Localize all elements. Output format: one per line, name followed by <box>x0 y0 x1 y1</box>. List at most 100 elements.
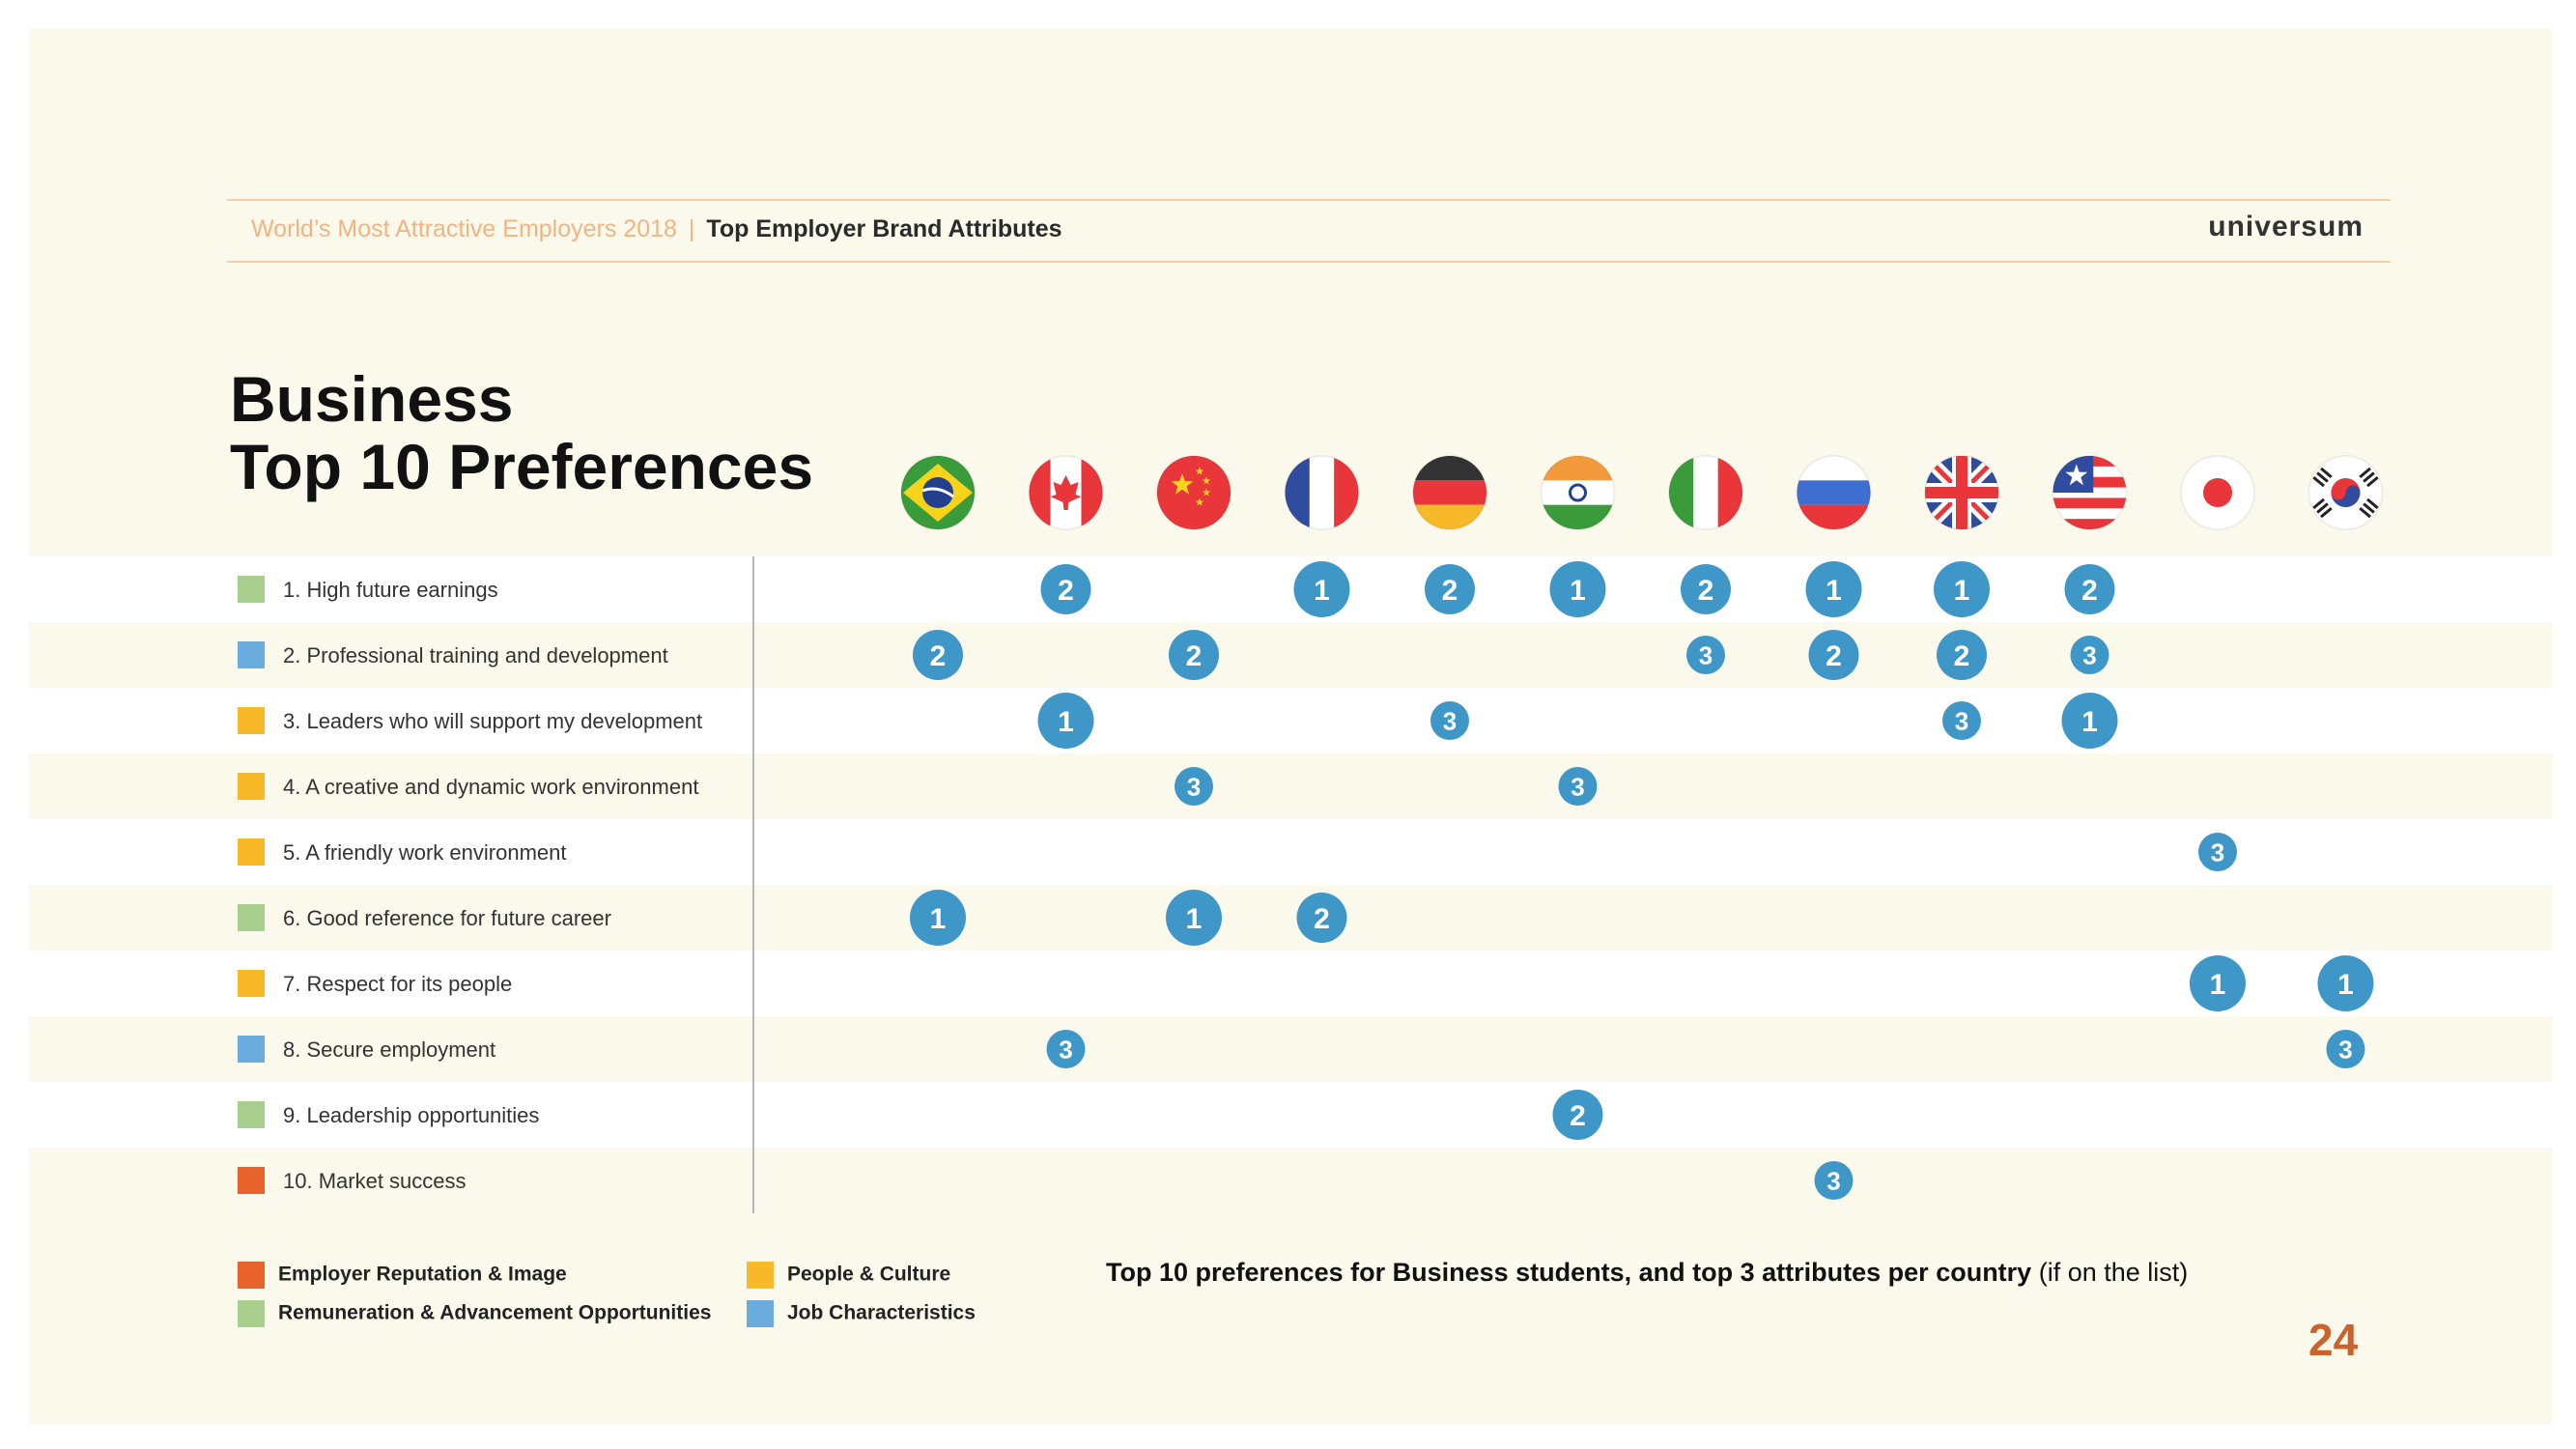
legend-label: Job Characteristics <box>787 1301 976 1324</box>
rank-badge: 3 <box>1175 767 1213 806</box>
header-bar: World’s Most Attractive Employers 2018 | T… <box>251 214 1062 243</box>
row-label: 5. A friendly work environment <box>283 840 566 865</box>
rank-badge: 1 <box>2190 955 2246 1011</box>
header-series: World’s Most Attractive Employers 2018 <box>251 215 677 242</box>
caption-main: Top 10 preferences for Business students… <box>1106 1258 2032 1287</box>
rank-badge: 3 <box>1814 1161 1854 1200</box>
flag-outline <box>1156 455 1231 530</box>
rank-badge: 2 <box>1296 893 1347 943</box>
rank-badge-circle <box>1814 1161 1854 1200</box>
flag-outline <box>1284 455 1360 530</box>
row-label: 8. Secure employment <box>283 1037 495 1062</box>
italy-flag <box>1669 456 1742 529</box>
legend-swatch <box>238 1300 265 1327</box>
category-swatch <box>238 641 265 668</box>
rank-badge-circle <box>1937 630 1987 680</box>
legend-label: Employer Reputation & Image <box>278 1263 567 1286</box>
header-topic: Top Employer Brand Attributes <box>706 215 1062 242</box>
brand-logo: universum <box>2208 211 2364 242</box>
rank-badge-text: 2 <box>2081 575 2098 607</box>
caption-note: (if on the list) <box>2031 1258 2189 1287</box>
rank-badge-text: 3 <box>2082 640 2096 669</box>
category-swatch <box>238 904 265 931</box>
rank-badge-text: 1 <box>1954 575 1970 607</box>
rank-badge-circle <box>1175 767 1213 806</box>
rank-badge-circle <box>1558 767 1598 806</box>
rank-badge-circle <box>2198 833 2237 871</box>
row-labels: 1. High future earnings 2. Professional t… <box>238 576 702 1194</box>
germany-flag <box>1413 456 1486 529</box>
rank-badge-circle <box>1549 561 1606 617</box>
rank-badge-circle <box>1805 561 1862 617</box>
rank-badge: 2 <box>1808 630 1859 680</box>
rank-badge-circle <box>2064 564 2115 614</box>
china-flag <box>1157 456 1231 529</box>
row-band <box>29 688 2552 753</box>
country-flags <box>900 455 2384 530</box>
rank-badge-circle <box>1293 561 1350 617</box>
category-swatch <box>238 1167 265 1194</box>
rank-badge-circle <box>1040 564 1091 614</box>
rank-badge: 2 <box>913 630 963 680</box>
rank-badge: 1 <box>1166 890 1222 946</box>
legend-label: Remuneration & Advancement Opportunities <box>278 1301 712 1324</box>
category-swatch <box>238 576 265 603</box>
title-line-1: Business <box>230 363 514 435</box>
rank-badge-text: 3 <box>1571 772 1584 801</box>
row-label: 3. Leaders who will support my developme… <box>283 709 702 733</box>
category-swatch <box>238 1101 265 1128</box>
page-number: 24 <box>2308 1315 2359 1365</box>
rank-badge: 1 <box>1037 693 1094 749</box>
rank-badge-text: 3 <box>1443 706 1457 735</box>
row-label: 10. Market success <box>283 1169 467 1193</box>
page-title: Business Top 10 Preferences <box>230 365 813 500</box>
flag-outline <box>1668 455 1743 530</box>
canada-flag <box>1029 456 1103 529</box>
rank-badge-circle <box>1808 630 1859 680</box>
legend-item-job-characteristics: Job Characteristics <box>747 1300 976 1327</box>
rank-badge-circle <box>2190 955 2246 1011</box>
rank-badge-text: 3 <box>2211 838 2224 867</box>
rank-badge-circle <box>910 890 966 946</box>
rank-badge-text: 3 <box>1059 1035 1072 1064</box>
rank-badge: 2 <box>1681 564 1731 614</box>
rank-badge: 2 <box>1937 630 1987 680</box>
rank-badge-text: 2 <box>1698 575 1714 607</box>
rank-badge-text: 2 <box>1954 640 1970 672</box>
rank-badge-circle <box>2317 955 2374 1011</box>
header-bottom-rule <box>227 261 2391 263</box>
legend: Employer Reputation & Image People & Cul… <box>238 1262 991 1349</box>
header-top-rule <box>227 199 2391 201</box>
rank-badge-text: 3 <box>1187 772 1201 801</box>
rank-badge-circle <box>1430 701 1469 740</box>
rank-badge: 1 <box>2317 955 2374 1011</box>
legend-item-remuneration: Remuneration & Advancement Opportunities <box>238 1300 711 1327</box>
rank-badge-text: 1 <box>1314 575 1330 607</box>
title-line-2: Top 10 Preferences <box>230 431 814 502</box>
rank-badge-circle <box>2326 1030 2365 1068</box>
legend-item-people-culture: People & Culture <box>747 1262 950 1289</box>
rank-badge-text: 2 <box>1058 575 1074 607</box>
rank-badge: 3 <box>1046 1030 1086 1068</box>
rank-badge: 2 <box>1169 630 1219 680</box>
rank-badge-text: 3 <box>2338 1035 2352 1064</box>
row-label: 2. Professional training and development <box>283 643 668 668</box>
rank-badge-text: 2 <box>1826 640 1842 672</box>
rank-badge-circle <box>913 630 963 680</box>
rank-badge: 3 <box>1942 701 1981 740</box>
flag-outline <box>1796 455 1872 530</box>
uk-flag <box>1925 456 1998 529</box>
rank-badge: 2 <box>2064 564 2115 614</box>
rank-badge: 1 <box>1293 561 1350 617</box>
rank-badge-circle <box>2070 636 2109 674</box>
row-band <box>29 951 2552 1016</box>
rank-badge-text: 2 <box>930 640 947 672</box>
category-swatch <box>238 1036 265 1063</box>
flag-outline <box>1924 455 1999 530</box>
rank-badge: 1 <box>910 890 966 946</box>
rank-badge: 1 <box>2061 693 2118 749</box>
rank-badges: 2 1 2 1 2 1 1 2 2 2 3 2 2 3 1 3 3 1 3 3 3 1 1 2 1 1 3 3 2 3 <box>910 561 2374 1200</box>
brazil-flag <box>901 456 975 529</box>
flag-outline <box>1412 455 1487 530</box>
rank-badge: 2 <box>1040 564 1091 614</box>
